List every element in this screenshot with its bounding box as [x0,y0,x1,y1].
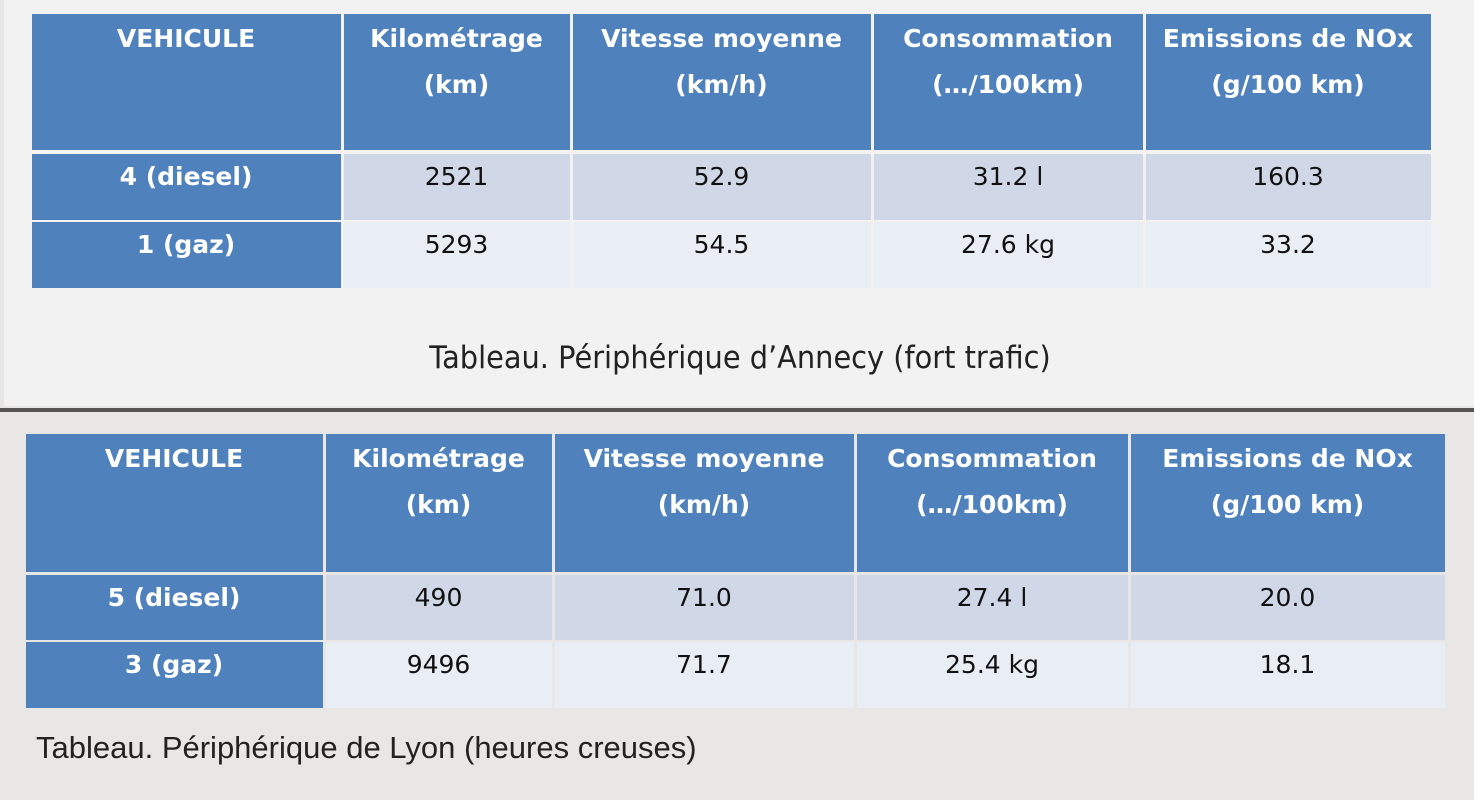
table-cell: 18.1 [1130,642,1445,708]
header-text: (km/h) [675,70,768,99]
table-cell: 71.7 [554,642,854,708]
header-text: (…/100km) [932,70,1084,99]
header-text: Kilométrage [370,24,543,53]
header-cell: Consommation (…/100km) [856,434,1128,572]
caption: Tableau. Périphérique d’Annecy (fort tra… [429,340,1051,376]
table-cell: 20.0 [1130,575,1445,640]
header-text: Emissions de NOx [1162,24,1414,53]
header-text: Consommation [887,444,1097,473]
header-text: Vitesse moyenne [583,444,825,473]
table-cell: 27.6 kg [873,222,1143,288]
row-label: 5 (diesel) [25,575,323,640]
table-cell: 31.2 l [873,154,1143,220]
header-cell: VEHICULE [25,434,323,572]
table-cell: 33.2 [1145,222,1431,288]
table-cell: 5293 [343,222,570,288]
header-cell: Consommation (…/100km) [873,14,1143,150]
table-cell: 490 [325,575,552,640]
divider [0,408,1474,412]
header-text: Kilométrage [352,444,525,473]
header-cell: Vitesse moyenne (km/h) [572,14,871,150]
header-cell: VEHICULE [31,14,341,150]
table-cell: 52.9 [572,154,871,220]
header-text: (km) [405,490,472,519]
row-label: 3 (gaz) [25,642,323,708]
header-text: Emissions de NOx [1162,444,1413,473]
header-text: (g/100 km) [1211,70,1365,99]
header-text: Vitesse moyenne [601,24,842,53]
header-text: (km/h) [657,490,751,519]
table-cell: 27.4 l [856,575,1128,640]
header-text: VEHICULE [116,24,256,53]
table-cell: 25.4 kg [856,642,1128,708]
table-cell: 54.5 [572,222,871,288]
header-cell: Kilométrage (km) [343,14,570,150]
table-cell: 9496 [325,642,552,708]
header-text: Consommation [903,24,1113,53]
header-cell: Kilométrage (km) [325,434,552,572]
header-cell: Emissions de NOx (g/100 km) [1130,434,1445,572]
row-label: 1 (gaz) [31,222,341,288]
table-cell: 71.0 [554,575,854,640]
header-text: (km) [423,70,490,99]
caption: Tableau. Périphérique de Lyon (heures cr… [36,730,697,765]
header-text: (g/100 km) [1210,490,1365,519]
row-label: 4 (diesel) [31,154,341,220]
table-cell: 160.3 [1145,154,1431,220]
table-cell: 2521 [343,154,570,220]
header-text: (…/100km) [916,490,1068,519]
header-cell: Vitesse moyenne (km/h) [554,434,854,572]
header-cell: Emissions de NOx (g/100 km) [1145,14,1431,150]
header-text: VEHICULE [104,444,244,473]
